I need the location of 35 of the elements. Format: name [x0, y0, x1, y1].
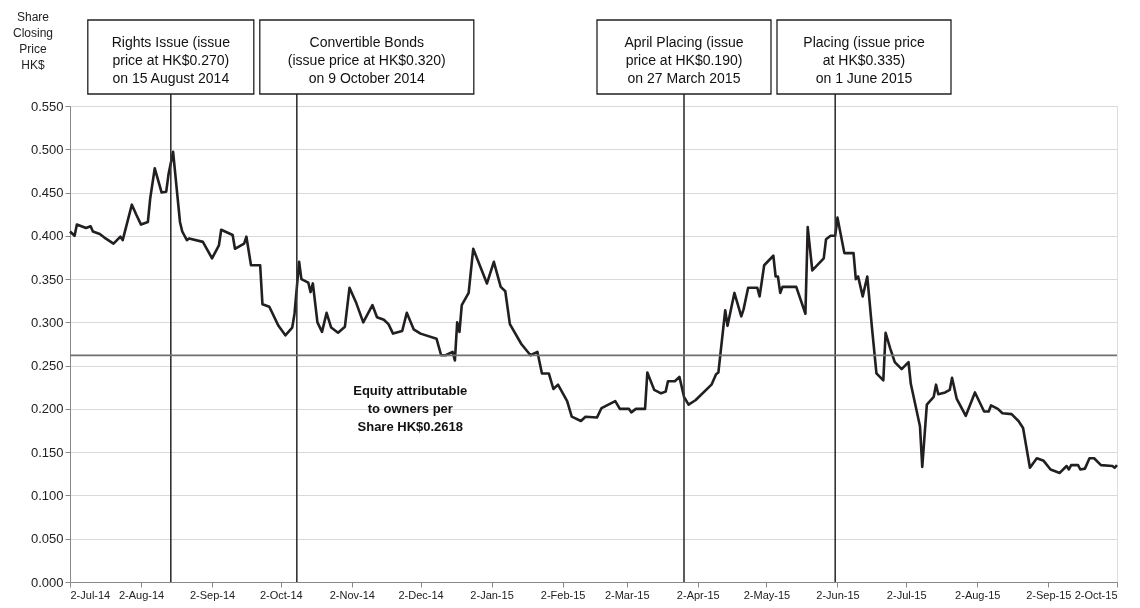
x-tick-label: 2-Apr-15	[676, 588, 720, 601]
x-tick-label: 2-Dec-14	[398, 588, 444, 601]
x-tick-label: 2-Jun-15	[816, 588, 860, 601]
ref-line-label: Convertible Bonds (issue price at HK$0.320) on 9 October 2014	[287, 34, 446, 86]
line-series	[68, 150, 1119, 475]
y-tick-label: 0.450	[30, 185, 64, 201]
y-tick-label: 0.350	[30, 271, 64, 287]
y-tick-label: 0.250	[30, 358, 64, 374]
y-axis-title: Share Closing Price HK$	[12, 10, 54, 72]
x-tick-label: 2-Oct-15	[1074, 588, 1118, 601]
x-tick-label: 2-Sep-14	[189, 588, 236, 601]
y-tick-label: 0.000	[30, 574, 64, 590]
y-tick-label: 0.200	[30, 401, 64, 417]
x-tick-label: 2-Sep-15	[1026, 588, 1072, 601]
ref-line-label: Rights Issue (issue price at HK$0.270) on 15 August 2014	[111, 34, 231, 86]
x-tick-label: 2-Jan-15	[470, 588, 514, 601]
x-tick-label: 2-Jul-15	[886, 588, 927, 601]
x-tick-label: 2-Oct-14	[259, 588, 303, 601]
y-tick-label: 0.150	[30, 444, 64, 460]
x-tick-label: 2-Jul-14	[70, 588, 111, 601]
y-tick-label: 0.300	[30, 314, 64, 330]
y-tick-label: 0.400	[30, 228, 64, 244]
ref-line-label: Equity attributable to owners per Share HK$0.2618	[353, 383, 468, 435]
x-tick-label: 2-Nov-14	[329, 588, 375, 601]
ref-line-label: Placing (issue price at HK$0.335) on 1 June 2015	[803, 34, 925, 86]
ref-line-label: April Placing (issue price at HK$0.190) on 27 March 2015	[624, 34, 744, 86]
x-tick-label: 2-Aug-15	[955, 588, 1001, 601]
y-tick-label: 0.050	[30, 531, 64, 547]
y-tick-label: 0.550	[30, 98, 64, 114]
y-tick-label: 0.100	[30, 487, 64, 503]
x-tick-label: 2-May-15	[743, 588, 791, 601]
y-tick-label: 0.500	[30, 141, 64, 157]
x-tick-label: 2-Aug-14	[118, 588, 165, 601]
x-tick-label: 2-Mar-15	[604, 588, 650, 601]
x-tick-label: 2-Feb-15	[540, 588, 586, 601]
